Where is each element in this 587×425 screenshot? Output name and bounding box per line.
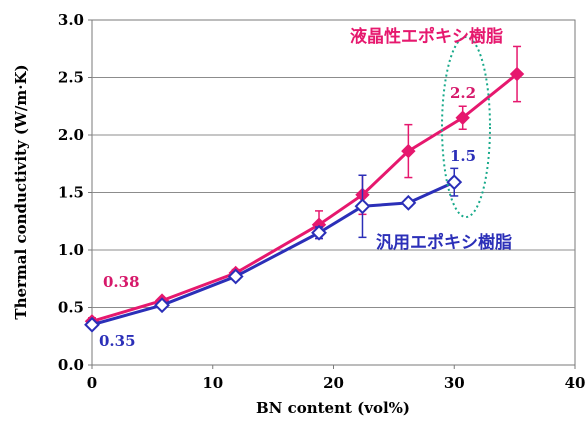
- data-point: [509, 66, 525, 82]
- data-point: [311, 224, 327, 241]
- annotation-0-35: 0.35: [99, 332, 136, 350]
- y-tick-label: 3.0: [58, 11, 84, 29]
- highlight-ellipse: [441, 36, 491, 218]
- series-label-general-epoxy: 汎用エポキシ樹脂: [376, 232, 512, 253]
- y-tick-label: 1.5: [58, 184, 84, 202]
- y-tick-label: 0.0: [58, 356, 84, 374]
- y-tick-label: 2.5: [58, 69, 84, 87]
- y-tick-label: 2.0: [58, 126, 84, 144]
- data-point: [227, 268, 244, 285]
- data-point: [154, 297, 170, 314]
- data-point: [446, 174, 463, 191]
- y-axis-title: Thermal conductivity (W/m·K): [12, 64, 30, 319]
- data-point: [400, 194, 417, 211]
- series-layer: [84, 45, 525, 333]
- data-point: [401, 143, 416, 159]
- tick-labels: 0.0 0.5 1.0 1.5 2.0 2.5 3.0 0 10 20 30 40: [58, 11, 586, 392]
- data-point: [455, 110, 470, 125]
- x-tick-label: 10: [202, 374, 223, 392]
- data-point: [84, 316, 100, 333]
- series-line: [91, 72, 518, 323]
- y-tick-label: 1.0: [58, 241, 84, 259]
- annotation-0-38: 0.38: [103, 273, 140, 291]
- annotation-1-5: 1.5: [450, 147, 476, 165]
- data-point: [354, 198, 371, 215]
- x-tick-label: 20: [323, 374, 344, 392]
- x-tick-label: 30: [444, 374, 465, 392]
- y-tick-label: 0.5: [58, 299, 84, 317]
- series-1: [84, 167, 463, 333]
- annotation-2-2: 2.2: [450, 84, 476, 102]
- series-label-lcp-epoxy: 液晶性エポキシ樹脂: [350, 26, 503, 47]
- x-tick-label: 40: [565, 374, 586, 392]
- x-axis-title: BN content (vol%): [256, 399, 410, 417]
- grid: [88, 19, 576, 369]
- x-tick-label: 0: [87, 374, 97, 392]
